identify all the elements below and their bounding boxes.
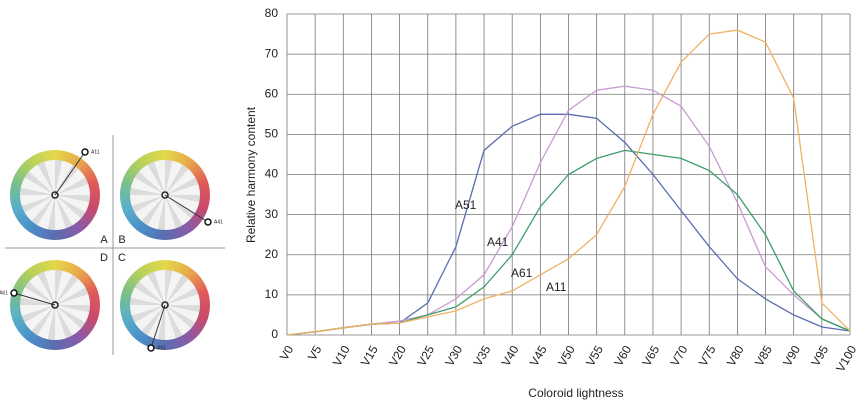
y-tick-label: 20 bbox=[265, 247, 279, 261]
x-tick-label: V90 bbox=[780, 343, 803, 369]
marker-label: A51 bbox=[157, 345, 166, 351]
x-tick-label: V55 bbox=[583, 343, 606, 369]
chart: Coloroid lightness Relative harmony cont… bbox=[0, 0, 860, 408]
y-axis-title: Relative harmony content bbox=[244, 106, 258, 243]
x-tick-label: V70 bbox=[668, 343, 691, 369]
marker bbox=[82, 149, 88, 155]
x-tick-label: V40 bbox=[499, 343, 522, 369]
panel-letter: A bbox=[100, 234, 108, 246]
pointer-line bbox=[55, 152, 85, 195]
x-tick-label: V5 bbox=[305, 343, 325, 363]
y-tick-label: 10 bbox=[265, 287, 279, 301]
pointer-line bbox=[151, 305, 165, 348]
marker-label: A11 bbox=[91, 149, 100, 155]
series-label: A51 bbox=[455, 198, 477, 212]
x-tick-label: V50 bbox=[555, 343, 578, 369]
series-label: A11 bbox=[546, 280, 567, 294]
marker bbox=[205, 219, 211, 225]
x-tick-label: V60 bbox=[611, 343, 634, 369]
x-tick-label: V65 bbox=[639, 343, 662, 369]
x-axis-title: Coloroid lightness bbox=[528, 386, 623, 400]
y-tick-label: 40 bbox=[265, 167, 279, 181]
x-tick-label: V95 bbox=[808, 343, 831, 369]
series-label: A61 bbox=[511, 266, 533, 280]
x-tick-label: V15 bbox=[358, 343, 381, 369]
y-tick-label: 70 bbox=[265, 46, 279, 60]
y-tick-label: 80 bbox=[265, 6, 279, 20]
x-tick-label: V10 bbox=[330, 343, 353, 369]
y-tick-label: 0 bbox=[271, 327, 278, 341]
x-tick-label: V35 bbox=[471, 343, 494, 369]
x-tick-label: V30 bbox=[442, 343, 465, 369]
pointer-line bbox=[165, 195, 208, 222]
x-tick-label: V75 bbox=[696, 343, 719, 369]
x-tick-label: V0 bbox=[277, 343, 297, 363]
panel-letter: B bbox=[118, 234, 125, 246]
marker bbox=[148, 345, 154, 351]
y-tick-label: 50 bbox=[265, 127, 279, 141]
figure: Coloroid lightness Relative harmony cont… bbox=[0, 0, 860, 408]
x-tick-label: V25 bbox=[414, 343, 437, 369]
x-tick-label: V100 bbox=[833, 343, 859, 375]
panel-letter: D bbox=[100, 252, 108, 264]
y-tick-label: 60 bbox=[265, 86, 279, 100]
marker bbox=[11, 290, 17, 296]
x-tick-label: V45 bbox=[527, 343, 550, 369]
series-label: A41 bbox=[487, 235, 509, 249]
pointer-line bbox=[14, 293, 55, 305]
marker-label: A41 bbox=[214, 219, 223, 225]
x-tick-label: V85 bbox=[752, 343, 775, 369]
panel-letter: C bbox=[118, 252, 126, 264]
marker-label: A61 bbox=[0, 290, 8, 296]
x-tick-label: V20 bbox=[386, 343, 409, 369]
x-tick-label: V80 bbox=[724, 343, 747, 369]
y-tick-label: 30 bbox=[265, 207, 279, 221]
